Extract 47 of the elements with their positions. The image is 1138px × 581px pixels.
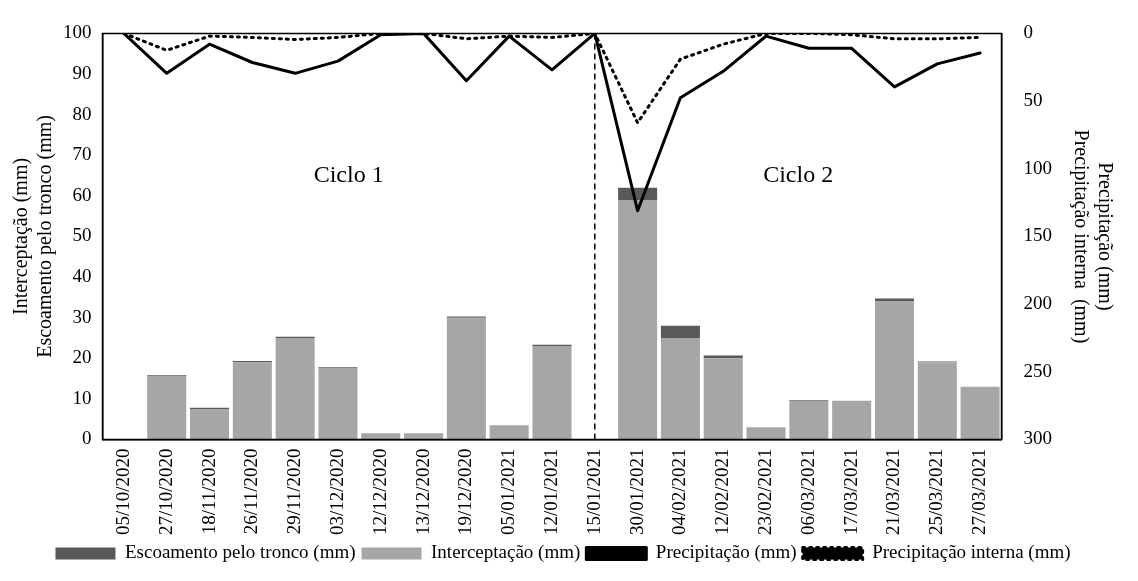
y-tick-label: 90: [72, 61, 92, 83]
y-tick-label: 70: [72, 143, 92, 165]
x-tick-label: 26/11/2020: [240, 448, 262, 535]
y-tick-label: 0: [82, 427, 92, 449]
x-tick-label: 21/03/2021: [882, 448, 904, 535]
y-axis-title: Interceptação (mm) Escoamento pelo tronco (mm): [9, 115, 57, 358]
x-tick-label: 17/03/2021: [839, 448, 861, 535]
y-tick-label: 50: [72, 224, 92, 246]
y-tick-label: 60: [72, 183, 92, 205]
y2-tick-label: 100: [1023, 156, 1052, 178]
x-tick-label: 30/01/2021: [625, 448, 647, 535]
legend-label: Precipitação interna (mm): [872, 541, 1071, 564]
y2-tick-label: 0: [1023, 21, 1033, 43]
x-tick-label: 12/02/2021: [711, 448, 733, 535]
x-tick-label: 05/10/2020: [111, 448, 133, 535]
y2-tick-label: 250: [1023, 359, 1052, 381]
x-tick-label: 27/03/2021: [968, 448, 990, 535]
x-tick-label: 23/02/2021: [754, 448, 776, 535]
y2-tick-label: 300: [1023, 427, 1052, 449]
legend-label: Precipitação (mm): [655, 541, 797, 564]
x-tick-label: 06/03/2021: [796, 448, 818, 535]
y2-tick-label: 200: [1023, 292, 1052, 314]
annotation: Ciclo 2: [763, 160, 834, 187]
x-tick-label: 15/01/2021: [582, 448, 604, 535]
y-tick-label: 100: [63, 21, 92, 43]
x-tick-label: 12/01/2021: [539, 448, 561, 535]
y-tick-label: 80: [72, 102, 92, 124]
x-tick-label: 27/10/2020: [154, 448, 176, 535]
annotation: Ciclo 1: [313, 160, 384, 187]
x-tick-label: 05/01/2021: [497, 448, 519, 535]
y-tick-label: 10: [72, 386, 92, 408]
legend-label: Escoamento pelo tronco (mm): [124, 541, 356, 564]
y2-tick-label: 50: [1023, 89, 1043, 111]
y-tick-label: 20: [72, 346, 92, 368]
x-tick-label: 04/02/2021: [668, 448, 690, 535]
legend-label: Interceptação (mm): [431, 541, 581, 564]
x-tick-label: 25/03/2021: [925, 448, 947, 535]
x-tick-label: 13/12/2020: [411, 448, 433, 535]
y2-axis-title: Precipitação (mm) Precipitação interna (mm): [1069, 129, 1117, 344]
x-tick-label: 29/11/2020: [283, 448, 305, 535]
x-tick-label: 19/12/2020: [454, 448, 476, 535]
y-tick-label: 40: [72, 265, 92, 287]
x-tick-label: 03/12/2020: [325, 448, 347, 535]
y2-tick-label: 150: [1023, 224, 1052, 246]
y-tick-label: 30: [72, 305, 92, 327]
x-tick-label: 18/11/2020: [197, 448, 219, 535]
x-tick-label: 12/12/2020: [368, 448, 390, 535]
